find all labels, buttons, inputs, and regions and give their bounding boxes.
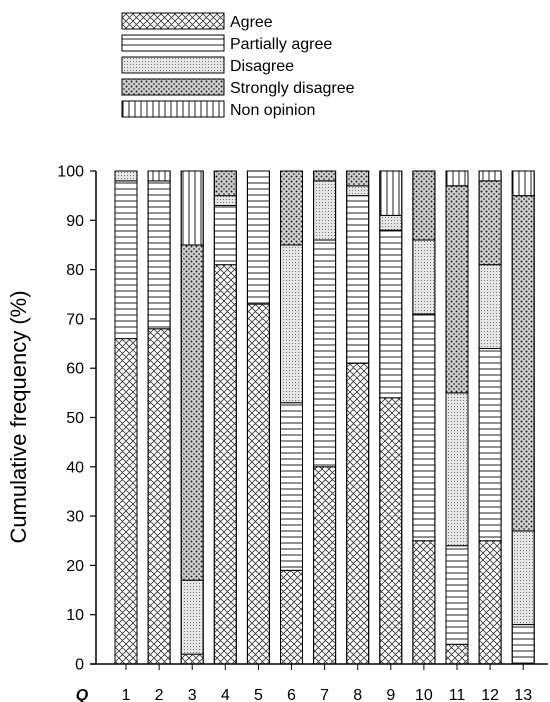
bar-q5-agree <box>246 303 270 665</box>
bar-q7-agree <box>313 466 337 665</box>
bar-q12-non-opinion <box>478 170 502 182</box>
x-tick-label-7: 7 <box>320 687 329 702</box>
x-tick-label-4: 4 <box>221 687 230 702</box>
bar-q12-strongly-disagree <box>478 180 502 266</box>
legend-label-partially-agree: Partially agree <box>230 36 332 53</box>
legend-label-disagree: Disagree <box>230 58 294 75</box>
bar-q10-agree <box>412 540 436 665</box>
y-axis-title: Cumulative frequency (%) <box>6 290 31 543</box>
bar-q8-disagree <box>346 185 370 197</box>
bar-q12-agree <box>478 540 502 665</box>
bar-q3-non-opinion <box>180 170 204 246</box>
y-tick-label-0: 0 <box>75 657 84 674</box>
bar-q7-strongly-disagree <box>313 170 337 182</box>
y-ticks: 0 10 20 30 40 50 60 70 80 90 100 <box>57 164 96 674</box>
bar-q9-disagree <box>379 214 403 231</box>
bar-q10-strongly-disagree <box>412 170 436 241</box>
y-tick-label-100: 100 <box>57 164 84 181</box>
legend-label-strongly-disagree: Strongly disagree <box>230 80 355 97</box>
bar-q8-partially-agree <box>346 195 370 364</box>
legend: Agree Partially agree Disagree Strongly dis… <box>121 12 355 119</box>
bar-q9-agree <box>379 397 403 665</box>
x-tick-label-3: 3 <box>188 687 197 702</box>
x-tick-label-9: 9 <box>386 687 395 702</box>
y-tick-label-90: 90 <box>66 213 84 230</box>
x-tick-label-13: 13 <box>514 687 532 702</box>
x-tick-label-2: 2 <box>155 687 164 702</box>
y-tick-label-60: 60 <box>66 361 84 378</box>
bar-q2-non-opinion <box>147 170 171 182</box>
bar-q13-non-opinion <box>511 170 535 197</box>
bar-q7-disagree <box>313 180 337 241</box>
bars <box>114 170 535 665</box>
bar-q3-disagree <box>180 579 204 655</box>
bar-q6-partially-agree <box>280 402 303 571</box>
bar-q3-strongly-disagree <box>180 244 204 581</box>
bar-q6-strongly-disagree <box>280 170 303 246</box>
legend-label-agree: Agree <box>230 14 273 31</box>
y-tick-label-10: 10 <box>66 607 84 624</box>
bar-q7-partially-agree <box>313 239 337 468</box>
bar-q4-strongly-disagree <box>213 170 237 197</box>
bar-q12-partially-agree <box>478 347 502 542</box>
y-tick-label-20: 20 <box>66 558 84 575</box>
legend-label-non-opinion: Non opinion <box>230 102 315 119</box>
legend-swatch-non-opinion <box>121 100 225 118</box>
bar-q5-partially-agree <box>246 170 270 305</box>
bar-q1-disagree <box>114 170 138 182</box>
y-tick-label-70: 70 <box>66 311 84 328</box>
x-ticks: 1 2 3 4 5 6 7 8 9 10 11 12 13 <box>122 664 532 702</box>
x-tick-label-8: 8 <box>353 687 362 702</box>
bar-q10-partially-agree <box>412 313 436 542</box>
bar-q13-partially-agree <box>511 624 535 665</box>
x-tick-label-6: 6 <box>287 687 296 702</box>
bar-q6-agree <box>280 569 303 665</box>
bar-q4-partially-agree <box>213 205 237 266</box>
bar-q11-non-opinion <box>445 170 469 187</box>
bar-q11-agree <box>445 643 469 665</box>
bar-q11-disagree <box>445 392 469 547</box>
bar-q1-agree <box>114 338 138 665</box>
bar-q4-agree <box>213 264 237 665</box>
x-tick-label-10: 10 <box>415 687 433 702</box>
y-tick-label-80: 80 <box>66 262 84 279</box>
y-tick-label-40: 40 <box>66 459 84 476</box>
legend-swatch-strongly-disagree <box>121 78 225 96</box>
bar-q4-disagree <box>213 195 237 207</box>
x-tick-label-12: 12 <box>481 687 499 702</box>
bar-q12-disagree <box>478 264 502 349</box>
x-tick-label-11: 11 <box>449 687 466 702</box>
category-axis-label: Q <box>76 687 89 702</box>
bar-q3-agree <box>180 653 204 665</box>
legend-swatch-partially-agree <box>121 34 225 52</box>
bar-q2-agree <box>147 328 171 665</box>
bar-q1-partially-agree <box>114 180 138 340</box>
legend-swatch-disagree <box>121 56 225 74</box>
y-tick-label-50: 50 <box>66 410 84 427</box>
x-tick-label-1: 1 <box>122 687 131 702</box>
y-tick-label-30: 30 <box>66 509 84 526</box>
bar-q13-strongly-disagree <box>511 195 535 532</box>
x-tick-label-5: 5 <box>254 687 263 702</box>
bar-q9-non-opinion <box>379 170 403 216</box>
bar-q8-agree <box>346 362 370 665</box>
bar-q11-partially-agree <box>445 545 469 645</box>
legend-swatch-agree <box>121 12 225 30</box>
bar-q10-disagree <box>412 239 436 315</box>
bar-q6-disagree <box>280 244 303 404</box>
bar-q8-strongly-disagree <box>346 170 370 187</box>
bar-q13-disagree <box>511 530 535 626</box>
bar-q9-partially-agree <box>379 229 403 399</box>
bar-q11-strongly-disagree <box>445 185 469 394</box>
bar-q2-partially-agree <box>147 180 171 330</box>
